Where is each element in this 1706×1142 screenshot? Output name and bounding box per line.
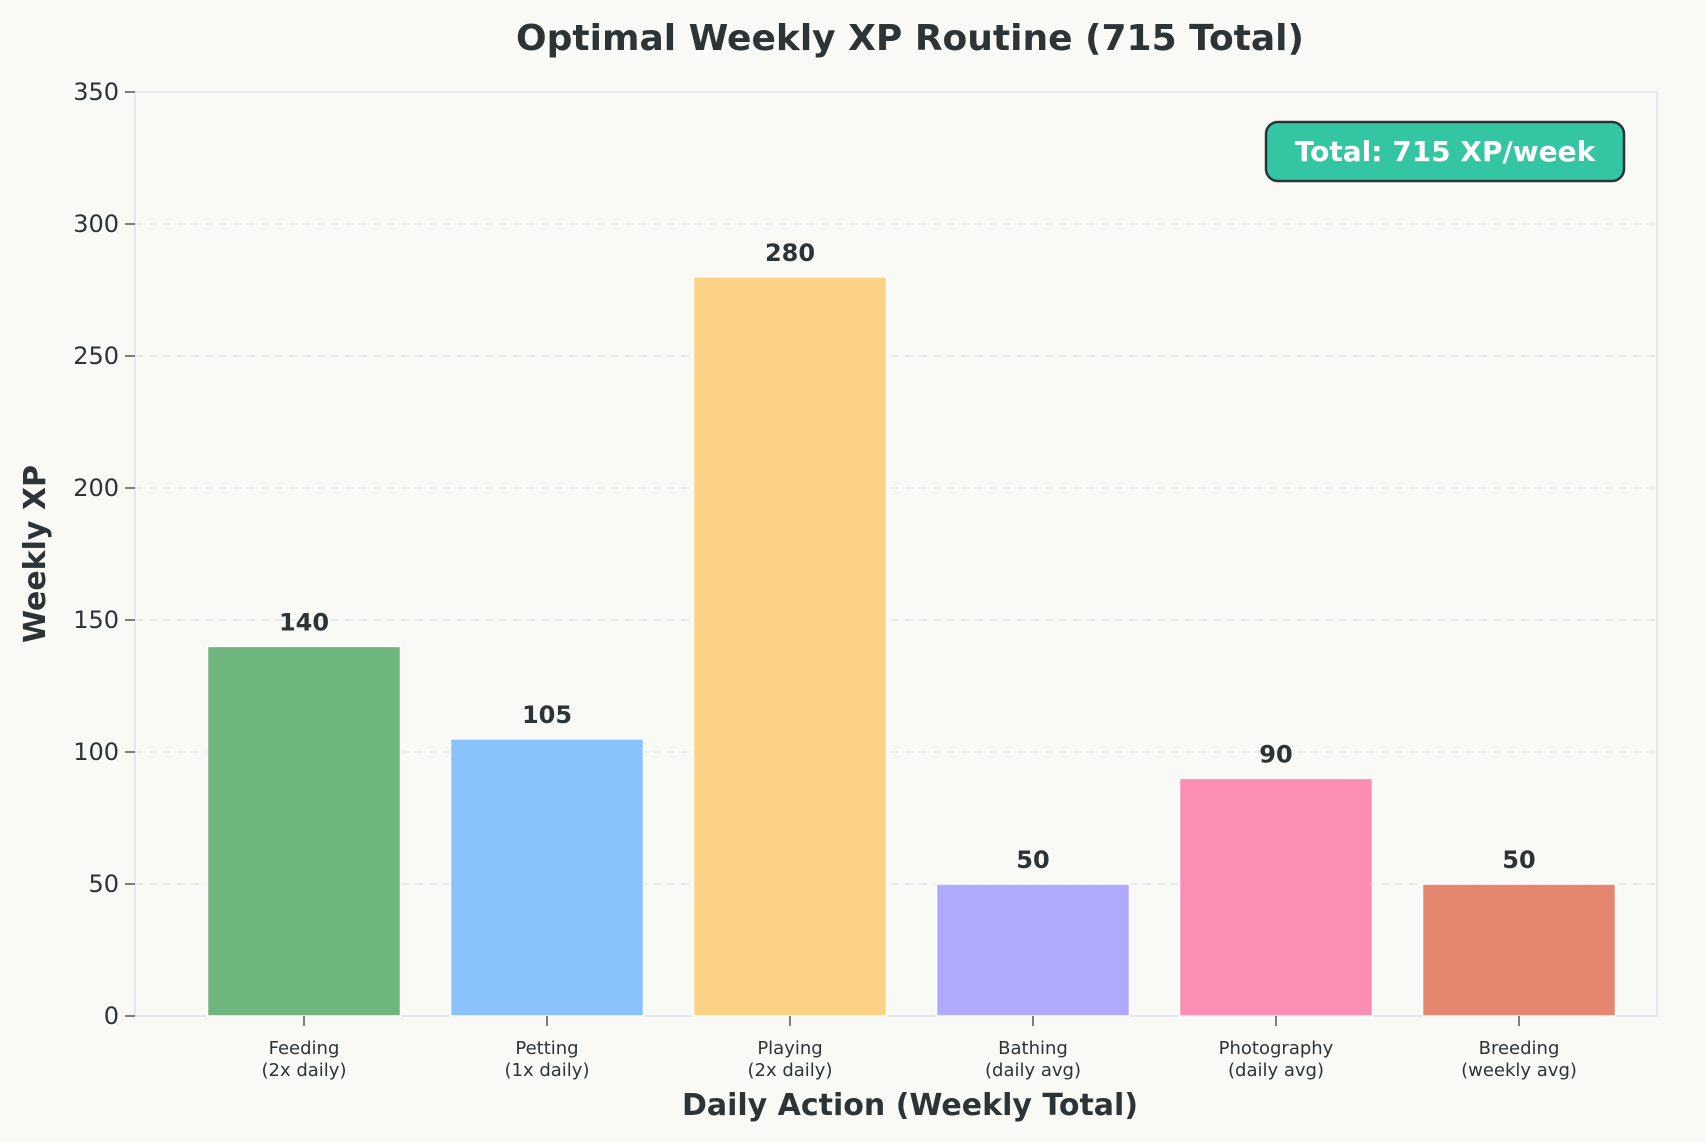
x-axis-label: Daily Action (Weekly Total) — [682, 1088, 1138, 1123]
data-label: 50 — [1016, 846, 1049, 874]
x-axis-ticks: Feeding(2x daily)Petting(1x daily)Playin… — [262, 1016, 1577, 1081]
x-tick-label: (daily avg) — [1228, 1060, 1324, 1081]
x-tick-label: Feeding — [269, 1038, 340, 1059]
data-label: 280 — [765, 239, 815, 267]
y-axis-ticks: 0 50 100 150 200 250 300 350 — [73, 78, 135, 1030]
x-tick-label: Photography — [1219, 1038, 1334, 1059]
bar — [692, 276, 888, 1017]
bar — [935, 883, 1131, 1017]
x-tick-label: (1x daily) — [505, 1060, 590, 1081]
data-label: 50 — [1502, 846, 1535, 874]
x-tick-label: (weekly avg) — [1461, 1060, 1577, 1081]
bar — [206, 645, 402, 1017]
x-tick-label: (2x daily) — [748, 1060, 833, 1081]
bar — [449, 738, 645, 1017]
bars — [206, 276, 1617, 1017]
y-tick-label: 300 — [73, 210, 119, 238]
y-tick-label: 350 — [73, 78, 119, 106]
data-label: 105 — [522, 701, 572, 729]
total-badge: Total: 715 XP/week — [1264, 120, 1626, 183]
x-tick-label: Bathing — [998, 1038, 1068, 1059]
x-tick-label: Breeding — [1479, 1038, 1560, 1059]
total-badge-text: Total: 715 XP/week — [1295, 135, 1597, 168]
y-tick-label: 50 — [88, 870, 119, 898]
data-labels: 140 105 280 50 90 50 — [279, 239, 1536, 874]
grid-lines — [135, 223, 1657, 885]
total-badge-box — [1264, 120, 1626, 183]
data-label: 140 — [279, 608, 329, 636]
x-tick-label: Petting — [515, 1038, 578, 1059]
bar — [1178, 777, 1374, 1017]
y-tick-label: 100 — [73, 738, 119, 766]
x-tick-label: Playing — [757, 1038, 822, 1059]
y-tick-label: 200 — [73, 474, 119, 502]
y-axis-label: Weekly XP — [18, 465, 53, 643]
y-tick-label: 150 — [73, 606, 119, 634]
chart-title: Optimal Weekly XP Routine (715 Total) — [516, 18, 1304, 59]
bar — [1421, 883, 1617, 1017]
data-label: 90 — [1259, 740, 1292, 768]
x-tick-label: (daily avg) — [985, 1060, 1081, 1081]
y-tick-label: 0 — [104, 1002, 119, 1030]
y-tick-label: 250 — [73, 342, 119, 370]
x-tick-label: (2x daily) — [262, 1060, 347, 1081]
